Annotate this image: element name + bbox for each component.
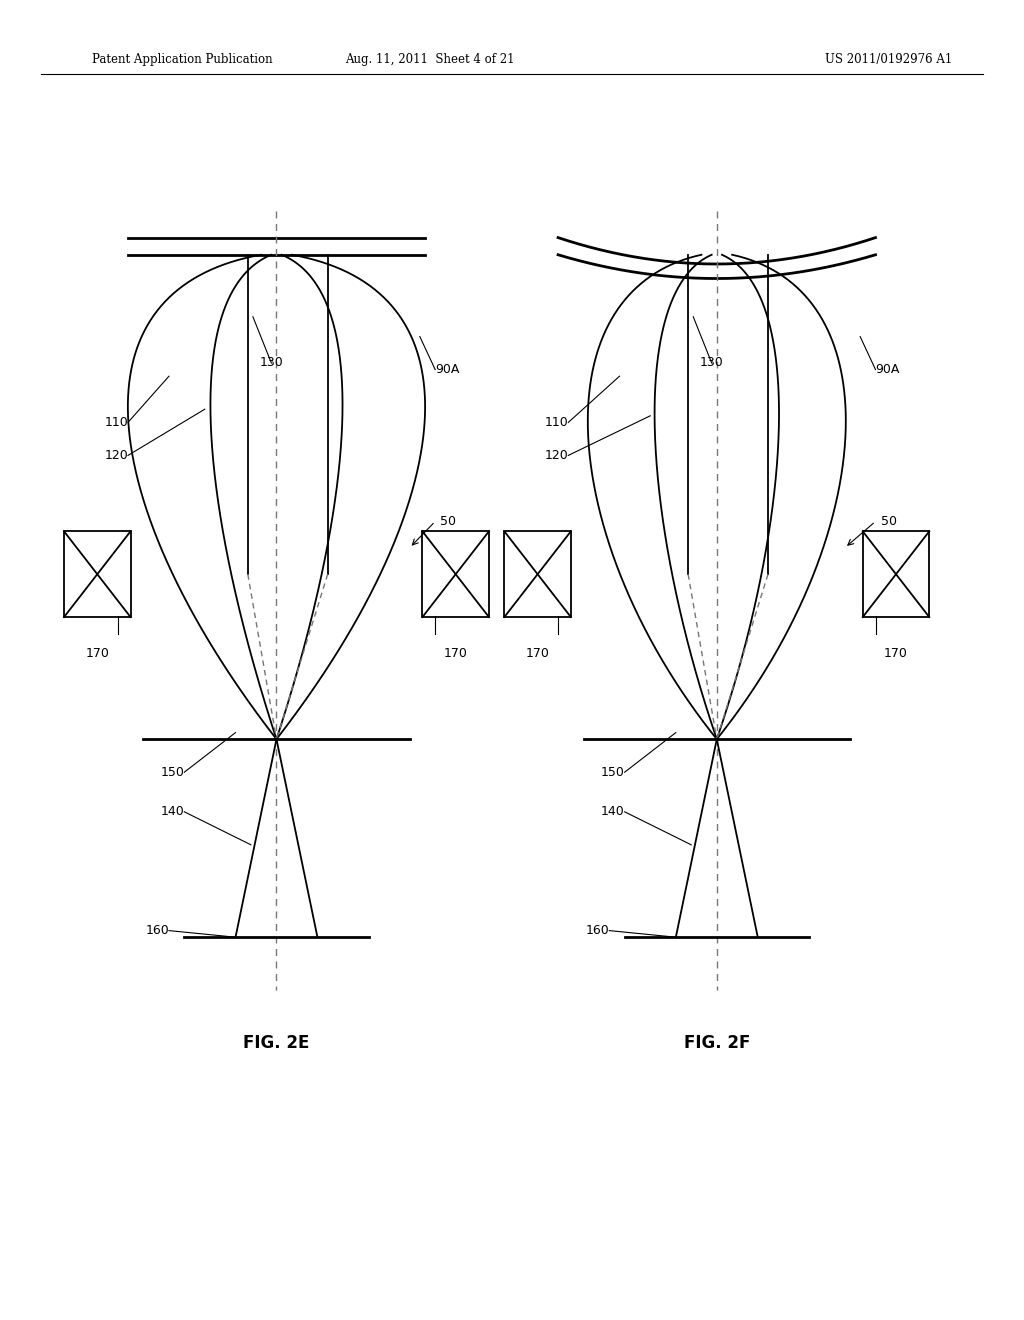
Bar	[862, 532, 930, 618]
Text: 50: 50	[881, 515, 897, 528]
Text: Aug. 11, 2011  Sheet 4 of 21: Aug. 11, 2011 Sheet 4 of 21	[345, 53, 515, 66]
Text: 160: 160	[145, 924, 169, 937]
Text: 130: 130	[259, 356, 284, 370]
Bar	[504, 532, 570, 618]
Text: 50: 50	[440, 515, 457, 528]
Bar	[422, 532, 489, 618]
Text: FIG. 2F: FIG. 2F	[684, 1034, 750, 1052]
Text: 160: 160	[586, 924, 609, 937]
Text: 140: 140	[601, 805, 625, 818]
Text: 170: 170	[884, 647, 908, 660]
Text: US 2011/0192976 A1: US 2011/0192976 A1	[825, 53, 952, 66]
Text: 150: 150	[601, 766, 625, 779]
Text: FIG. 2E: FIG. 2E	[244, 1034, 309, 1052]
Text: 170: 170	[525, 647, 550, 660]
Text: 110: 110	[545, 416, 568, 429]
Text: 110: 110	[104, 416, 128, 429]
Text: 170: 170	[443, 647, 468, 660]
Text: 120: 120	[545, 449, 568, 462]
Text: Patent Application Publication: Patent Application Publication	[92, 53, 272, 66]
Text: 170: 170	[85, 647, 110, 660]
Text: 120: 120	[104, 449, 128, 462]
Text: 150: 150	[161, 766, 184, 779]
Text: 90A: 90A	[876, 363, 900, 376]
Text: 140: 140	[161, 805, 184, 818]
Bar	[65, 532, 131, 618]
Text: 90A: 90A	[435, 363, 460, 376]
Text: 130: 130	[699, 356, 724, 370]
